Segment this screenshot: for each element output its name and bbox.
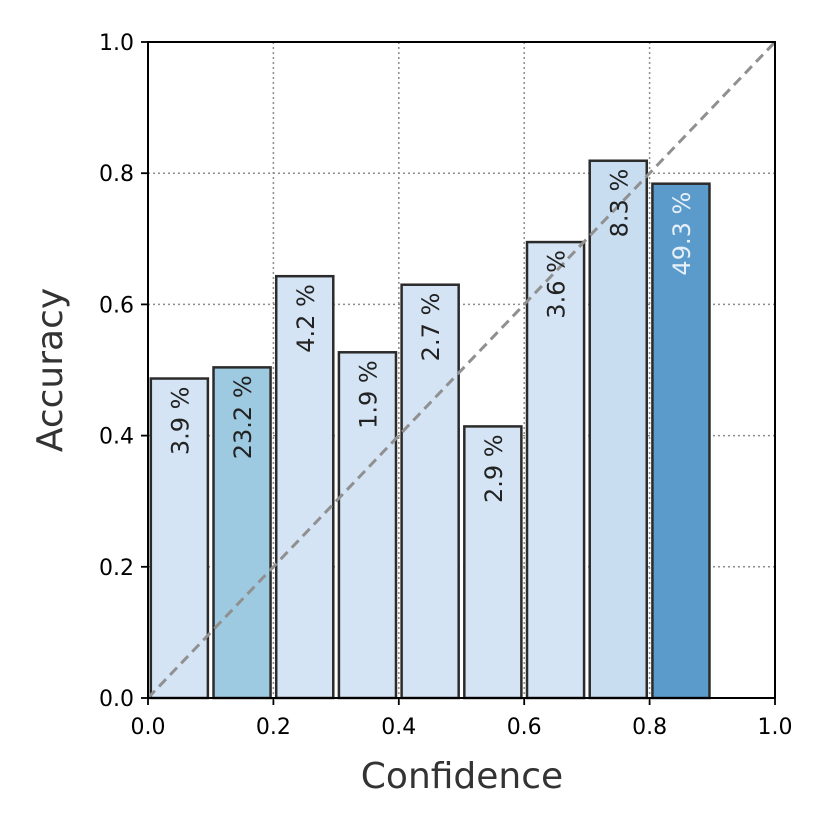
x-axis-title: Confidence: [361, 756, 563, 797]
y-axis-title: Accuracy: [30, 288, 71, 452]
bar-label-8: 49.3 %: [668, 192, 696, 276]
bar-label-6: 3.6 %: [543, 250, 571, 319]
bar-label-group: 4.2 %: [292, 284, 320, 353]
bar-5: [463, 425, 523, 700]
y-tick-label: 0.0: [99, 687, 134, 712]
bar-label-group: 49.3 %: [668, 192, 696, 276]
diagonal-reference: [146, 40, 777, 700]
plot-frame: [147, 41, 776, 699]
bar-8: [651, 182, 711, 700]
bar-label-group: 8.3 %: [605, 169, 633, 238]
bar-label-2: 4.2 %: [292, 284, 320, 353]
y-tick-label: 0.2: [99, 556, 134, 581]
x-tick-label: 0.0: [131, 715, 166, 740]
bar-label-group: 2.7 %: [417, 293, 445, 362]
x-tick-label: 1.0: [758, 715, 793, 740]
bar-7: [588, 159, 649, 700]
x-tick-label: 0.4: [381, 715, 416, 740]
bar-label-group: 3.6 %: [543, 250, 571, 319]
y-tick-label: 0.4: [99, 425, 134, 450]
x-tick-label: 0.6: [507, 715, 542, 740]
y-tick-label: 1.0: [99, 31, 134, 56]
bar-label-group: 23.2 %: [229, 375, 257, 459]
x-tick-label: 0.2: [256, 715, 291, 740]
bar-label-group: 2.9 %: [480, 434, 508, 503]
tick-labels: 0.0 0.2 0.4 0.6 0.8 1.0 0.0 0.2 0.4 0.6 0.8 1.0: [99, 31, 793, 740]
bar-2: [274, 274, 335, 700]
bar-label-group: 3.9 %: [166, 387, 194, 456]
diagonal-line: [146, 40, 777, 700]
bar-label-0: 3.9 %: [166, 387, 194, 456]
x-tick-label: 0.8: [632, 715, 667, 740]
bar-3: [337, 351, 398, 700]
bar-labels: 3.9 % 23.2 % 4.2 % 1.9 % 2.7 % 2.9 % 3.6 % 8.3 …: [166, 169, 696, 503]
bar-label-4: 2.7 %: [417, 293, 445, 362]
bar-label-1: 23.2 %: [229, 375, 257, 459]
bar-label-7: 8.3 %: [605, 169, 633, 238]
bar-label-5: 2.9 %: [480, 434, 508, 503]
y-tick-label: 0.8: [99, 162, 134, 187]
bar-6: [525, 240, 586, 700]
bar-label-group: 1.9 %: [354, 360, 382, 429]
grid-lines: [148, 42, 775, 698]
y-tick-label: 0.6: [99, 293, 134, 318]
axes: [141, 41, 776, 705]
bar-label-3: 1.9 %: [354, 360, 382, 429]
